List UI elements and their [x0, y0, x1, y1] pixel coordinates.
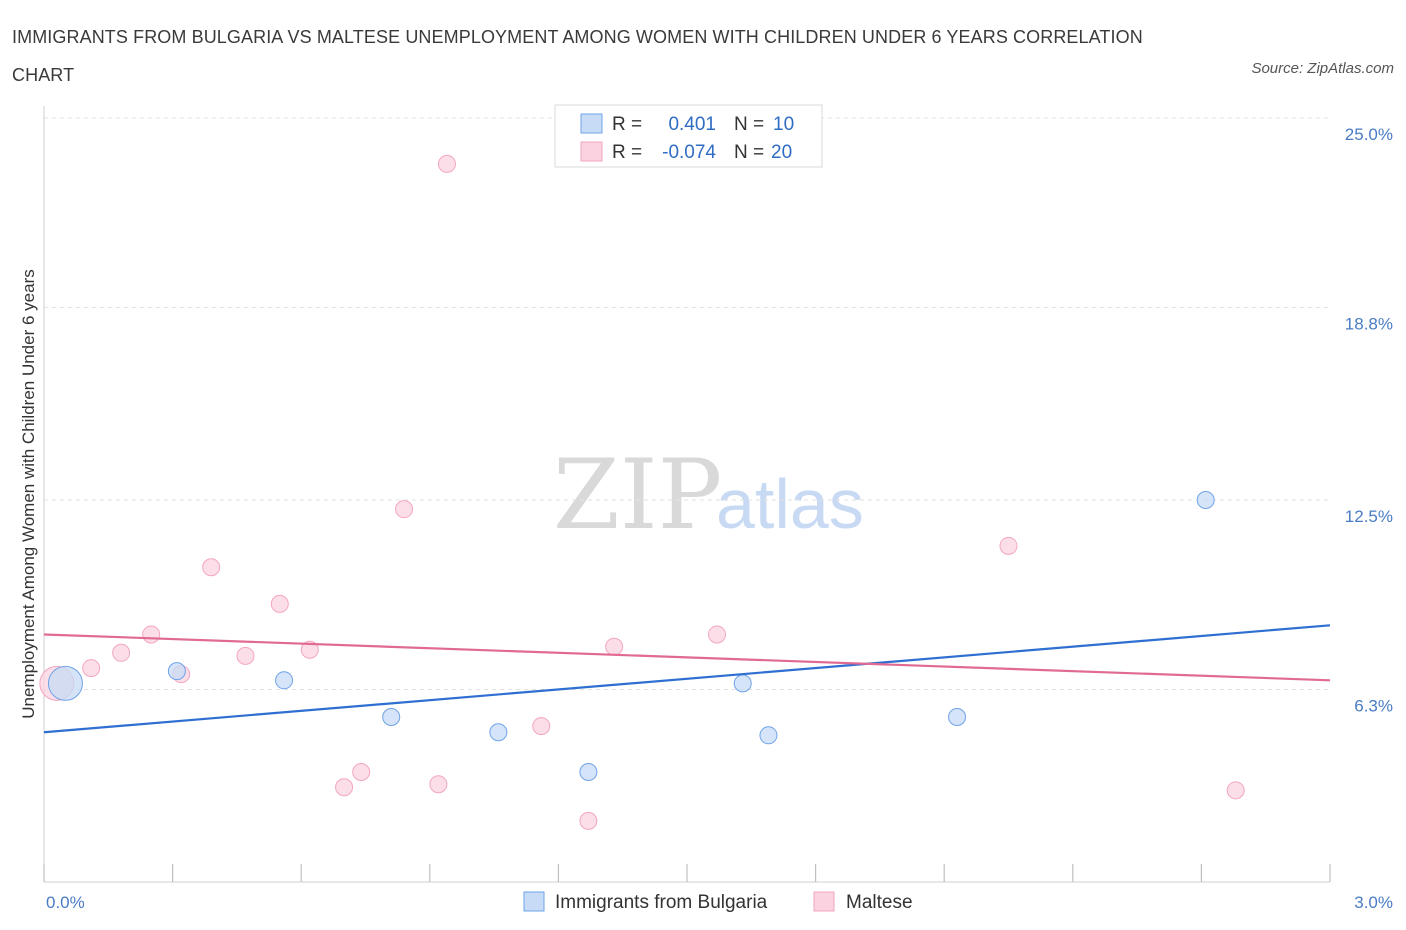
legend-bottom-swatch-bulgaria: [523, 891, 545, 912]
legend-bottom-label-bulgaria: Immigrants from Bulgaria: [555, 892, 768, 913]
x-tick-label-max: 3.0%: [1354, 893, 1393, 912]
maltese-point: [270, 594, 289, 613]
bulgaria-point: [1196, 491, 1215, 509]
legend-n-value-blue: 10: [773, 114, 794, 135]
maltese-point: [437, 154, 456, 173]
maltese-point: [429, 775, 448, 794]
maltese-point: [300, 640, 319, 659]
x-tick-label-min: 0.0%: [46, 893, 85, 912]
maltese-point: [202, 558, 221, 577]
maltese-point: [579, 811, 598, 830]
bulgaria-point: [167, 662, 186, 681]
correlation-legend: R = 0.401 N = 10 R = -0.074 N = 20: [554, 104, 823, 168]
legend-r-label-pink: R =: [612, 142, 642, 163]
bulgaria-point: [489, 723, 508, 742]
maltese-point: [605, 637, 624, 656]
maltese-point: [1226, 781, 1245, 800]
bulgaria-point: [275, 671, 294, 690]
bulgaria-point: [948, 707, 967, 726]
trend-lines: [43, 624, 1331, 734]
maltese-point: [532, 717, 551, 736]
bulgaria-point: [733, 674, 752, 693]
gridlines: [44, 117, 1330, 690]
legend-r-value-pink: -0.074: [662, 142, 716, 163]
y-tick-label: 6.3%: [1354, 696, 1393, 715]
maltese-trend-line: [43, 633, 1331, 682]
series-legend: Immigrants from Bulgaria Maltese: [523, 891, 913, 913]
watermark-zip: ZIP: [553, 439, 722, 551]
maltese-point: [352, 762, 371, 781]
maltese-point: [335, 778, 354, 797]
source-credit: Source: ZipAtlas.com: [1251, 60, 1394, 77]
bulgaria-point: [579, 762, 598, 781]
legend-n-label-blue: N =: [734, 114, 764, 135]
bulgaria-point: [382, 707, 401, 726]
bulgaria-point: [47, 665, 83, 701]
legend-r-label-blue: R =: [612, 114, 642, 135]
legend-n-value-pink: 20: [771, 142, 792, 163]
y-tick-label: 25.0%: [1345, 125, 1393, 144]
maltese-point: [82, 659, 101, 678]
maltese-point: [999, 536, 1018, 555]
legend-swatch-blue: [580, 113, 603, 134]
x-axis-ticks: [43, 864, 1331, 882]
legend-bottom-swatch-maltese: [813, 891, 835, 912]
maltese-point: [142, 625, 161, 644]
y-tick-label: 12.5%: [1345, 507, 1393, 526]
watermark-atlas: atlas: [716, 465, 864, 543]
legend-swatch-pink: [580, 141, 603, 162]
legend-n-label-pink: N =: [734, 142, 764, 163]
maltese-point: [236, 646, 255, 665]
maltese-point: [395, 500, 414, 519]
maltese-point: [708, 625, 727, 644]
bulgaria-trend-line: [43, 624, 1331, 734]
bulgaria-point: [759, 726, 778, 745]
legend-r-value-blue: 0.401: [668, 114, 716, 135]
chart-title: IMMIGRANTS FROM BULGARIA VS MALTESE UNEM…: [12, 27, 1143, 85]
legend-bottom-label-maltese: Maltese: [846, 892, 913, 913]
y-tick-labels: 6.3% 12.5% 18.8% 25.0%: [1345, 125, 1393, 715]
y-tick-label: 18.8%: [1345, 314, 1393, 333]
y-axis-label: Unemployment Among Women with Children U…: [19, 269, 38, 718]
maltese-point: [112, 643, 131, 662]
bulgaria-points: [47, 491, 1215, 781]
